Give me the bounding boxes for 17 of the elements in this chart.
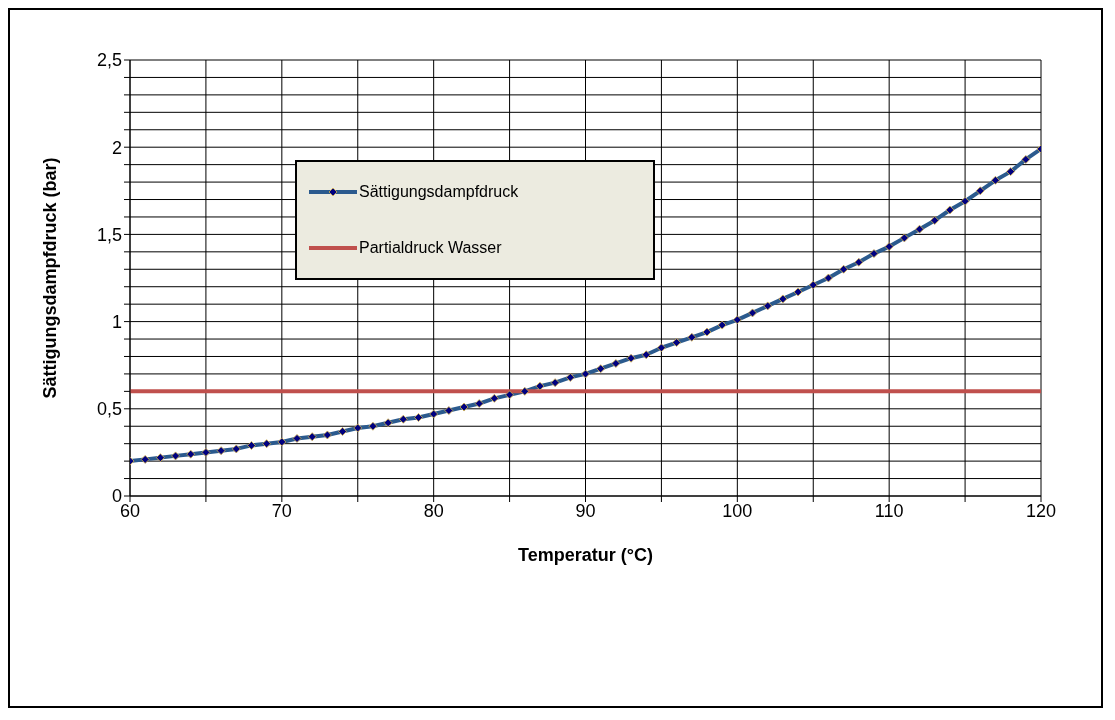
x-tick-label: 80 [423,500,444,521]
x-axis-title: Temperatur (°C) [518,545,653,565]
y-tick-label: 1 [111,311,122,332]
y-tick-label: 2 [111,137,122,158]
y-tick-label: 2,5 [96,50,122,71]
x-tick-label: 70 [271,500,292,521]
y-tick-label: 0 [111,486,122,507]
legend-label: Partialdruck Wasser [359,239,502,257]
x-tick-label: 110 [874,500,904,521]
y-tick-label: 0,5 [96,399,122,420]
legend-label: Sättigungsdampfdruck [359,183,519,201]
x-tick-label: 120 [1025,500,1057,521]
x-tick-label: 60 [119,500,141,521]
x-tick-label: 90 [575,500,596,521]
y-tick-label: 1,5 [96,224,122,245]
y-axis-title: Sättigungsdampfdruck (bar) [40,157,61,399]
x-tick-label: 100 [722,500,753,521]
